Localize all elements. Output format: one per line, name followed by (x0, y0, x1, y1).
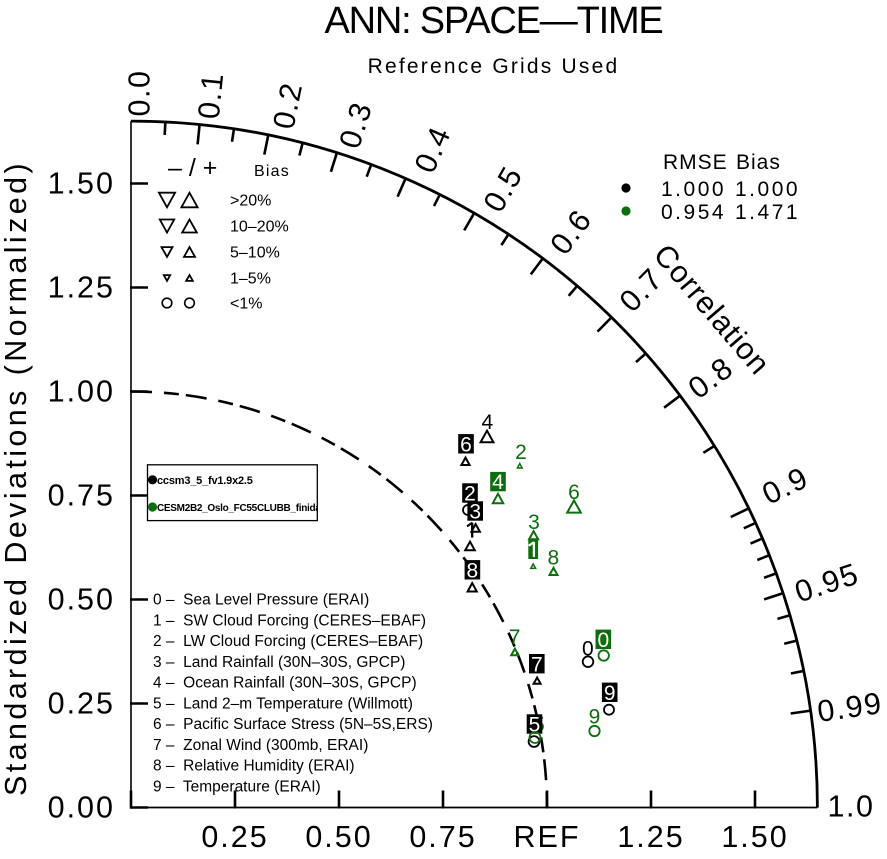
svg-text:1.0: 1.0 (828, 790, 875, 824)
svg-text:8: 8 (547, 546, 559, 569)
svg-text:4: 4 (492, 471, 504, 494)
svg-text:8 – Relative Humidity (ERAI): 8 – Relative Humidity (ERAI) (153, 758, 355, 775)
svg-text:ANN: SPACE—TIME: ANN: SPACE—TIME (324, 0, 662, 42)
svg-text:0.0: 0.0 (123, 70, 157, 117)
svg-text:1.000: 1.000 (735, 178, 800, 201)
svg-text:1.471: 1.471 (735, 201, 800, 224)
svg-text:3: 3 (469, 501, 481, 524)
svg-text:1.50: 1.50 (48, 167, 115, 201)
svg-text:<1%: <1% (230, 296, 262, 313)
svg-text:4 – Ocean Rainfall (30N–30S,: 4 – Ocean Rainfall (30N–30S, GPCP) (153, 675, 417, 692)
svg-text:0.25: 0.25 (201, 820, 268, 854)
svg-text:RMSE: RMSE (663, 151, 728, 174)
svg-text:7: 7 (509, 626, 521, 649)
svg-text:9: 9 (589, 706, 601, 729)
svg-text:5: 5 (529, 714, 541, 737)
svg-text:10–20%: 10–20% (230, 219, 289, 236)
svg-text:2: 2 (464, 483, 476, 506)
svg-text:0: 0 (582, 638, 594, 661)
svg-text:7 – Zonal Wind (300mb, ERAI): 7 – Zonal Wind (300mb, ERAI) (153, 737, 368, 754)
svg-text:5 – Land 2–m Temperature (Wil: 5 – Land 2–m Temperature (Willmott) (153, 695, 413, 712)
svg-text:ccsm3_5_fv1.9x2.5: ccsm3_5_fv1.9x2.5 (157, 475, 253, 487)
svg-text:0.00: 0.00 (48, 791, 115, 825)
svg-text:CESM2B2_Oslo_FC55CLUBB_finidat: CESM2B2_Oslo_FC55CLUBB_finidat (157, 503, 325, 514)
svg-text:1.25: 1.25 (617, 820, 684, 854)
svg-text:0.25: 0.25 (48, 687, 115, 721)
svg-text:3: 3 (528, 511, 540, 534)
svg-text:0.75: 0.75 (409, 820, 476, 854)
svg-text:0 – Sea Level Pressure (ERAI): 0 – Sea Level Pressure (ERAI) (153, 592, 369, 609)
svg-text:5–10%: 5–10% (230, 245, 280, 262)
svg-text:1.00: 1.00 (48, 375, 115, 409)
svg-text:0.50: 0.50 (305, 820, 372, 854)
svg-text:0.50: 0.50 (48, 583, 115, 617)
svg-text:6 – Pacific Surface Stress (5: 6 – Pacific Surface Stress (5N–5S,ERS) (153, 716, 433, 733)
svg-text:Bias: Bias (254, 163, 290, 180)
svg-text:1 – SW Cloud Forcing (CERES–E: 1 – SW Cloud Forcing (CERES–EBAF) (153, 612, 426, 629)
svg-text:1.25: 1.25 (48, 271, 115, 305)
svg-text:3 – Land Rainfall (30N–30S, G: 3 – Land Rainfall (30N–30S, GPCP) (153, 654, 405, 671)
svg-text:8: 8 (467, 559, 479, 582)
svg-text:Bias: Bias (736, 151, 781, 174)
svg-text:1–5%: 1–5% (230, 271, 271, 288)
svg-text:Standardized Deviations (Norma: Standardized Deviations (Normalized) (0, 160, 33, 796)
svg-text:6: 6 (460, 433, 472, 456)
svg-text:2 – LW Cloud Forcing (CERES–E: 2 – LW Cloud Forcing (CERES–EBAF) (153, 633, 423, 650)
svg-text:6: 6 (568, 481, 580, 504)
svg-text:4: 4 (481, 411, 493, 434)
svg-text:1.000: 1.000 (661, 178, 726, 201)
svg-text:Reference Grids Used: Reference Grids Used (368, 55, 620, 78)
svg-text:0.75: 0.75 (48, 479, 115, 513)
svg-text:REF: REF (514, 820, 581, 854)
svg-text:9: 9 (604, 682, 616, 705)
svg-text:0.954: 0.954 (661, 201, 726, 224)
svg-text:9 – Temperature (ERAI): 9 – Temperature (ERAI) (153, 778, 321, 795)
svg-text:0: 0 (597, 629, 609, 652)
svg-text:>20%: >20% (230, 193, 271, 210)
svg-text:2: 2 (515, 441, 527, 464)
svg-text:7: 7 (531, 653, 543, 676)
svg-text:0.1: 0.1 (192, 70, 231, 120)
svg-text:– / +: – / + (168, 154, 217, 182)
svg-text:1.50: 1.50 (721, 820, 788, 854)
